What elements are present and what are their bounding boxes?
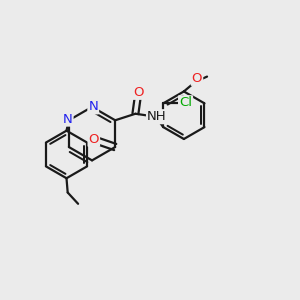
Text: Cl: Cl xyxy=(179,96,192,109)
Text: NH: NH xyxy=(147,110,167,123)
Text: N: N xyxy=(88,100,98,113)
Text: N: N xyxy=(63,112,73,126)
Text: O: O xyxy=(88,133,99,146)
Text: O: O xyxy=(192,72,202,85)
Text: O: O xyxy=(133,86,144,99)
